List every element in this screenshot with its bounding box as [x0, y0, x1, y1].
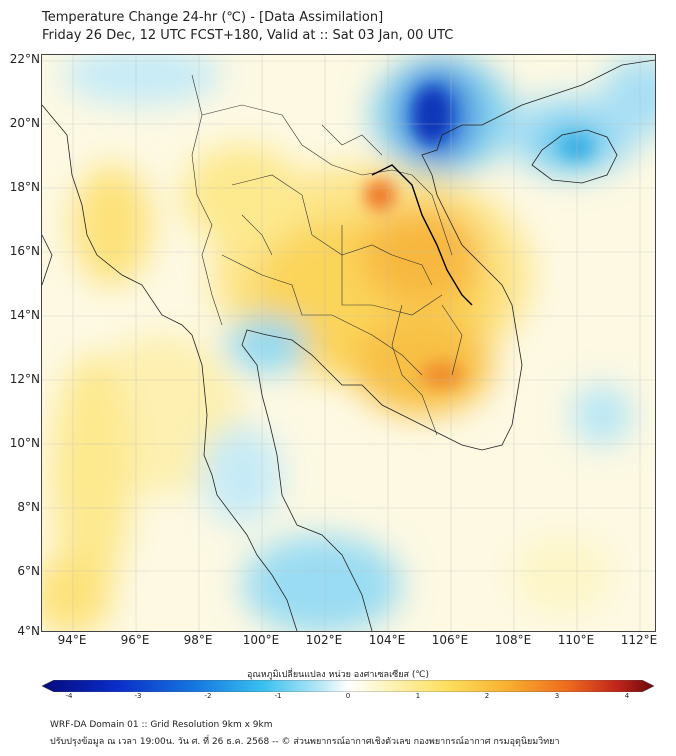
colorbar-title: อุณหภูมิเปลี่ยนแปลง หน่วย องศาเซลเซียส (…: [246, 670, 430, 680]
colorbar-tick: -1: [274, 692, 282, 700]
lon-label: 102°E: [305, 633, 343, 647]
lat-label: 10°N: [9, 436, 40, 450]
lat-label: 4°N: [17, 624, 40, 638]
footer-model-info: WRF-DA Domain 01 :: Grid Resolution 9km …: [50, 720, 273, 730]
colorbar-tick: 4: [624, 692, 630, 700]
lon-label: 100°E: [242, 633, 280, 647]
lat-label: 8°N: [17, 500, 40, 514]
lon-label: 98°E: [183, 633, 213, 647]
colorbar: [42, 680, 654, 692]
lat-label: 20°N: [9, 116, 40, 130]
footer-credit: ปรับปรุงข้อมูล ณ เวลา 19:00น. วัน ศ. ที่…: [50, 737, 560, 747]
lat-label: 22°N: [9, 52, 40, 66]
temperature-change-map: [41, 54, 656, 632]
lat-label: 18°N: [9, 180, 40, 194]
colorbar-tick: 3: [554, 692, 560, 700]
admin-borders: [191, 74, 463, 436]
lon-label: 94°E: [57, 633, 87, 647]
lon-label: 112°E: [620, 633, 658, 647]
lon-label: 96°E: [120, 633, 150, 647]
colorbar-tick: -2: [204, 692, 212, 700]
lat-label: 16°N: [9, 244, 40, 258]
colorbar-tick: -3: [134, 692, 142, 700]
colorbar-tick: 0: [345, 692, 351, 700]
map-canvas: [42, 55, 655, 631]
lon-label: 104°E: [368, 633, 406, 647]
coastlines: [42, 59, 655, 631]
lat-label: 12°N: [9, 372, 40, 386]
temperature-field: [42, 55, 655, 631]
lat-label: 6°N: [17, 564, 40, 578]
river-border: [371, 164, 473, 306]
chart-subtitle: Friday 26 Dec, 12 UTC FCST+180, Valid at…: [42, 28, 454, 43]
lat-label: 14°N: [9, 308, 40, 322]
lon-label: 106°E: [431, 633, 469, 647]
graticule: [42, 55, 655, 631]
chart-title: Temperature Change 24-hr (℃) - [Data Ass…: [42, 10, 384, 25]
lon-label: 110°E: [557, 633, 595, 647]
colorbar-tick: 2: [484, 692, 490, 700]
colorbar-tick: -4: [65, 692, 73, 700]
lon-label: 108°E: [494, 633, 532, 647]
colorbar-tick: 1: [415, 692, 421, 700]
